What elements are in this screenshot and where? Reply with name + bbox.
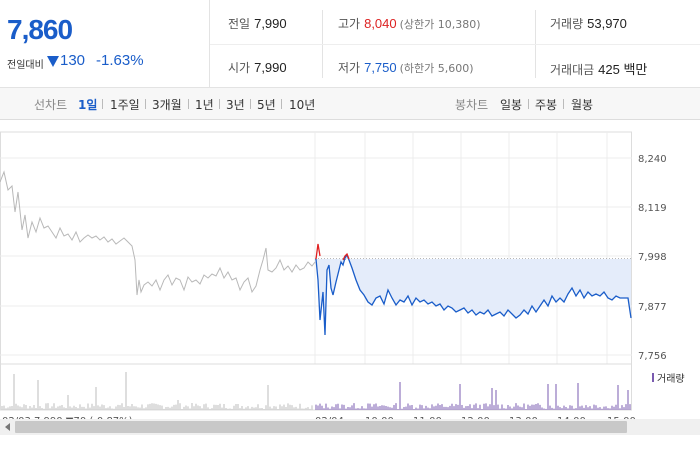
change-percent: -1.63% <box>96 52 144 69</box>
tab-period-3y[interactable]: 3년 <box>226 98 245 112</box>
tab-period-10y[interactable]: 10년 <box>289 98 316 112</box>
tab-period-1d[interactable]: 1일 <box>78 98 98 112</box>
tab-candle-day[interactable]: 일봉 <box>500 98 523 112</box>
divider <box>210 44 700 45</box>
scrollbar-thumb[interactable] <box>15 421 627 433</box>
change-amount: 130 <box>60 52 86 69</box>
price-area-fill <box>316 255 631 335</box>
plot-frame <box>0 131 632 365</box>
line-chart-label: 선차트 <box>34 98 68 112</box>
tab-period-5y[interactable]: 5년 <box>257 98 276 112</box>
tab-period-1w[interactable]: 1주일 <box>110 98 140 112</box>
above-baseline-segment <box>342 252 350 261</box>
above-baseline-segment <box>315 243 321 260</box>
y-tick-label: 7,877 <box>638 302 667 313</box>
y-tick-label: 8,240 <box>638 154 667 165</box>
tab-candle-week[interactable]: 주봉 <box>535 98 558 112</box>
volume-legend: 거래량 <box>657 373 685 385</box>
candle-chart-label: 봉차트 <box>455 98 489 112</box>
intraday-chart: 8,240 8,119 7,998 7,877 7,756 거래량 02/03 … <box>0 120 700 450</box>
tab-period-3m[interactable]: 3개월 <box>152 98 182 112</box>
trade-amount: 거래대금 425 백만 <box>550 62 648 77</box>
tab-period-1y[interactable]: 1년 <box>195 98 214 112</box>
prev-day-volume-bars <box>1 372 313 410</box>
price-box: 7,860 전일대비 130 -1.63% <box>0 0 210 88</box>
prev-day-line <box>0 170 316 296</box>
volume: 거래량 53,970 <box>550 16 627 31</box>
scroll-left-icon[interactable] <box>5 423 10 431</box>
prev-close: 전일 7,990 <box>228 16 287 31</box>
chart-scrollbar[interactable] <box>0 419 700 435</box>
chart-svg: 8,240 8,119 7,998 7,877 7,756 거래량 02/03 … <box>0 131 700 435</box>
quote-summary: 7,860 전일대비 130 -1.63% 전일 7,990 고가 8,040 (상한… <box>0 0 700 88</box>
y-tick-label: 7,756 <box>638 351 667 362</box>
volume-bars <box>315 382 631 410</box>
current-price: 7,860 <box>7 14 73 45</box>
high-price: 고가 8,040 (상한가 10,380) <box>338 16 481 31</box>
volume-legend-swatch <box>652 373 654 382</box>
open-price: 시가 7,990 <box>228 60 287 75</box>
y-tick-label: 8,119 <box>638 203 667 214</box>
down-arrow-icon <box>47 56 59 67</box>
y-tick-label: 7,998 <box>638 252 667 263</box>
low-price: 저가 7,750 (하한가 5,600) <box>338 60 474 75</box>
volume-panel <box>0 363 632 411</box>
change-label: 전일대비 <box>7 60 44 71</box>
chart-toolbar: 선차트 1일 1주일 3개월 1년 3년 5년 10년 봉차트 일봉 주봉 월봉 <box>0 88 700 120</box>
vertical-grid <box>314 132 608 364</box>
tab-candle-month[interactable]: 월봉 <box>571 98 594 112</box>
